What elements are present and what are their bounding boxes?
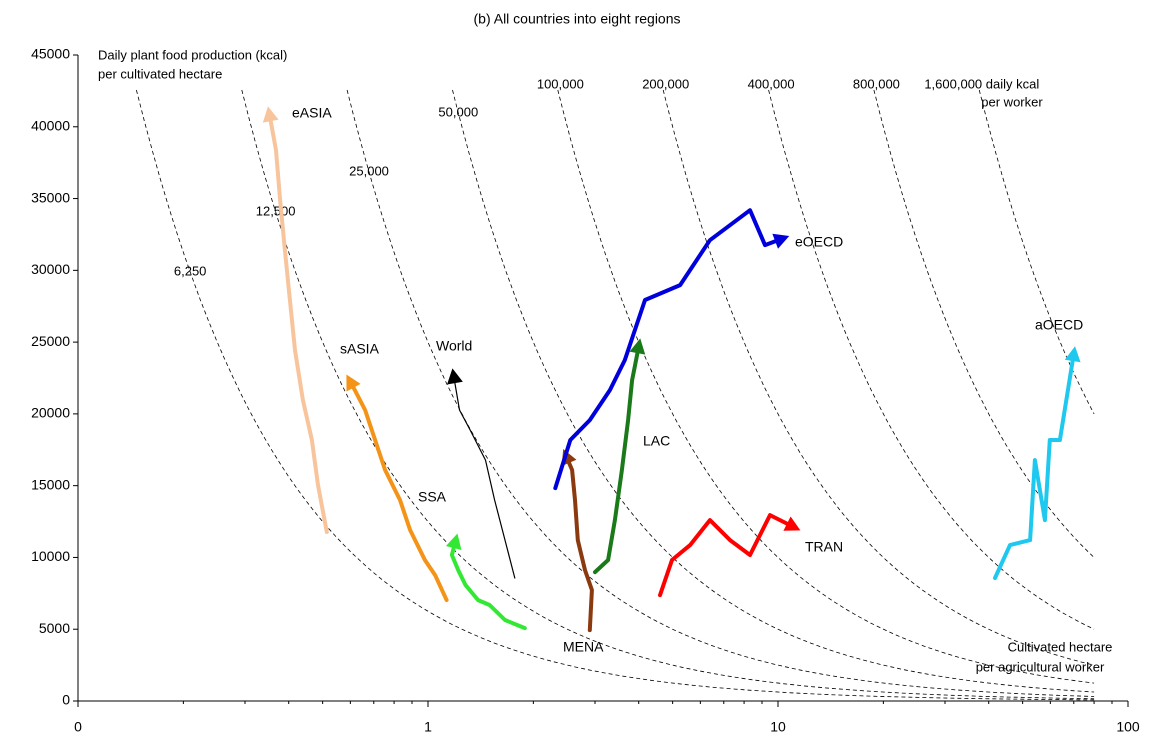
arrow-marker: [1064, 346, 1081, 363]
y-axis-label: Daily plant food production (kcal): [98, 47, 287, 62]
y-tick-label: 15000: [31, 476, 70, 492]
series-label: TRAN: [805, 539, 843, 555]
y-tick-label: 5000: [39, 620, 70, 636]
isoline: [241, 89, 1095, 700]
arrow-marker: [346, 374, 361, 392]
isoline-note: per worker: [981, 94, 1043, 109]
isoline-label: 12,500: [256, 203, 296, 218]
isoline: [662, 89, 1095, 666]
series-line: [453, 379, 516, 579]
series-label: World: [436, 338, 472, 354]
y-tick-label: 0: [62, 692, 70, 708]
arrow-marker: [445, 533, 462, 551]
isoline-label: 400,000: [748, 76, 795, 91]
series-label: eASIA: [292, 105, 332, 121]
x-axis-label: per agricultural worker: [976, 659, 1105, 674]
chart-title: (b) All countries into eight regions: [474, 11, 681, 27]
isoline: [136, 89, 1095, 701]
isoline: [978, 89, 1095, 415]
y-tick-label: 20000: [31, 405, 70, 421]
x-tick-label: 10: [770, 719, 786, 735]
isoline: [346, 89, 1095, 697]
y-tick-label: 25000: [31, 333, 70, 349]
y-tick-label: 30000: [31, 261, 70, 277]
x-tick-label: 1: [424, 719, 432, 735]
arrow-marker: [629, 338, 646, 355]
series-line: [993, 356, 1076, 580]
y-tick-label: 10000: [31, 548, 70, 564]
isoline: [873, 89, 1095, 558]
arrow-marker: [772, 233, 790, 249]
isoline-label: 1,600,000 daily kcal: [924, 76, 1039, 91]
isoline-label: 100,000: [537, 76, 584, 91]
series-line: [593, 348, 640, 575]
series-label: SSA: [418, 489, 447, 505]
arrow-marker: [262, 106, 279, 123]
series-line: [658, 513, 792, 598]
isoline-label: 6,250: [174, 263, 207, 278]
isoline: [768, 89, 1095, 630]
series-label: aOECD: [1035, 317, 1083, 333]
y-tick-label: 45000: [31, 46, 70, 62]
y-axis-label: per cultivated hectare: [98, 66, 222, 81]
isoline-label: 50,000: [438, 104, 478, 119]
arrow-marker: [447, 368, 463, 385]
series-label: eOECD: [795, 234, 843, 250]
series-line: [565, 458, 594, 633]
series-label: LAC: [643, 433, 670, 449]
series-line: [350, 383, 449, 603]
isoline: [557, 89, 1095, 684]
isoline: [452, 89, 1095, 693]
arrow-marker: [783, 516, 801, 531]
x-tick-label: 100: [1116, 719, 1140, 735]
x-tick-label: 0: [74, 719, 82, 735]
isoline-label: 25,000: [349, 163, 389, 178]
series-label: MENA: [563, 639, 604, 655]
isoline-label: 200,000: [642, 76, 689, 91]
isoline-label: 800,000: [853, 76, 900, 91]
y-tick-label: 35000: [31, 189, 70, 205]
series-line: [268, 116, 329, 534]
y-tick-label: 40000: [31, 117, 70, 133]
series-label: sASIA: [340, 341, 380, 357]
series-line: [553, 208, 780, 491]
x-axis-label: Cultivated hectare: [1008, 639, 1113, 654]
series-line: [449, 543, 527, 631]
